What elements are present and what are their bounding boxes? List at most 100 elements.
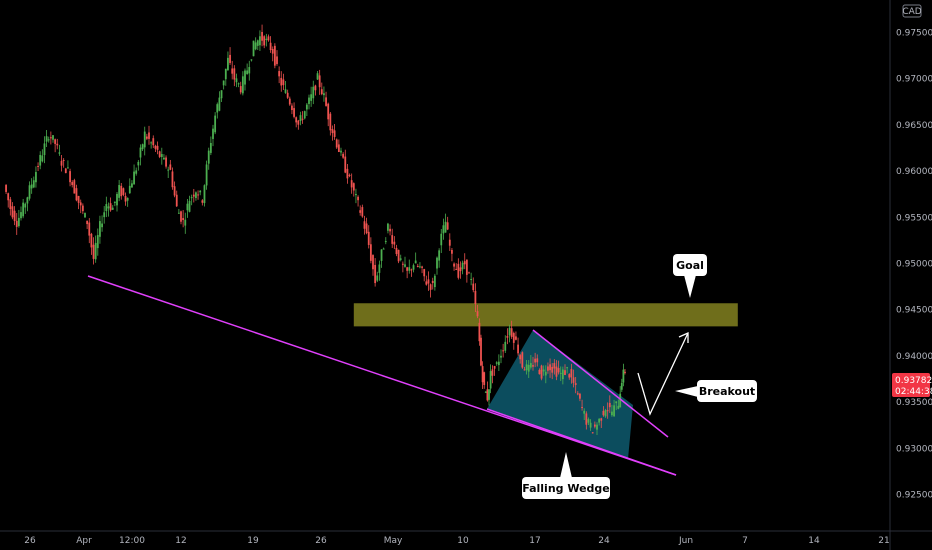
candle-body xyxy=(481,366,484,383)
x-tick-label: 26 xyxy=(24,536,36,546)
candle-body xyxy=(544,371,547,376)
last-price-value: 0.93782 xyxy=(895,376,932,386)
breakout-label: Breakout xyxy=(699,385,755,398)
candle-body xyxy=(54,139,57,144)
candle-body xyxy=(527,364,530,372)
candle-body xyxy=(20,212,22,219)
candle-body xyxy=(342,153,345,158)
candle-body xyxy=(109,203,112,211)
candle-body xyxy=(401,263,404,265)
candle-body xyxy=(378,264,381,273)
candle-body xyxy=(600,418,603,421)
candle-body xyxy=(301,118,304,120)
candle-body xyxy=(62,160,65,162)
candle-body xyxy=(263,36,266,46)
currency-badge[interactable] xyxy=(902,4,922,18)
candle-body xyxy=(299,115,302,122)
candle-body xyxy=(175,194,178,207)
candle-body xyxy=(451,250,453,254)
candle-body xyxy=(107,206,110,209)
candle-body xyxy=(282,79,285,86)
candle-body xyxy=(284,89,287,93)
candle-body xyxy=(463,261,466,265)
candle-body xyxy=(374,264,377,284)
candle-body xyxy=(103,212,106,218)
candle-body xyxy=(344,156,347,173)
candle-body xyxy=(207,150,210,164)
candle-body xyxy=(165,157,167,167)
candle-body xyxy=(346,168,349,179)
candle-body xyxy=(99,221,101,237)
candle-body xyxy=(214,115,217,133)
candle-body xyxy=(323,93,325,96)
candle-body xyxy=(26,197,29,204)
bar-countdown: 02:44:38 xyxy=(895,387,932,397)
candle-body xyxy=(312,86,315,99)
candle-body xyxy=(45,136,48,142)
candle-body xyxy=(169,164,172,170)
candle-body xyxy=(192,194,195,197)
candle-body xyxy=(421,266,423,268)
candle-body xyxy=(536,358,539,363)
candle-body xyxy=(224,68,227,80)
candle-body xyxy=(96,235,99,249)
candle-body xyxy=(43,143,46,156)
candle-body xyxy=(622,369,625,383)
candle-body xyxy=(150,142,153,144)
candle-body xyxy=(137,161,140,166)
candle-body xyxy=(419,266,421,268)
candle-body xyxy=(433,275,436,288)
candle-body xyxy=(506,336,509,338)
candle-body xyxy=(237,83,240,85)
projection-path xyxy=(637,332,689,416)
candle-body xyxy=(547,366,549,371)
candle-body xyxy=(337,144,340,153)
candle-body xyxy=(94,242,97,260)
candle-body xyxy=(265,38,268,41)
candle-body xyxy=(357,196,359,201)
candle-body xyxy=(186,203,189,211)
candle-body xyxy=(131,183,133,188)
x-tick-label: Apr xyxy=(76,536,92,546)
goal-callout-pointer xyxy=(684,275,696,298)
candle-body xyxy=(355,194,357,196)
candle-body xyxy=(448,239,451,246)
candle-body xyxy=(222,80,225,86)
x-tick-label: 10 xyxy=(457,536,469,546)
candle-body xyxy=(11,206,14,218)
candle-body xyxy=(561,369,564,380)
candle-body xyxy=(133,171,135,185)
x-tick-label: Jun xyxy=(678,536,693,546)
candle-body xyxy=(480,337,482,366)
candle-body xyxy=(320,89,323,95)
wedge-lower-line[interactable] xyxy=(486,408,677,476)
candle-body xyxy=(459,267,462,272)
y-tick-label: 0.92500 xyxy=(896,491,932,501)
candle-body xyxy=(604,410,607,417)
candle-body xyxy=(515,336,517,340)
candle-body xyxy=(56,143,59,146)
candle-body xyxy=(519,355,522,360)
candle-body xyxy=(81,205,84,212)
candle-body xyxy=(335,139,338,148)
candle-body xyxy=(414,260,417,264)
wedge-upper-line[interactable] xyxy=(532,329,669,438)
candle-body xyxy=(314,85,317,91)
candle-body xyxy=(84,213,86,218)
goal-callout xyxy=(673,254,707,276)
candle-body xyxy=(22,202,25,217)
x-tick-label: 7 xyxy=(742,536,748,546)
candle-body xyxy=(624,371,626,373)
support-trendline[interactable] xyxy=(87,275,677,476)
candle-body xyxy=(350,180,353,188)
candle-body xyxy=(453,263,455,267)
x-tick-label: 19 xyxy=(247,536,259,546)
candle-body xyxy=(167,169,170,171)
candle-body xyxy=(596,424,598,430)
candle-body xyxy=(280,77,283,86)
candle-body xyxy=(235,78,238,83)
candle-body xyxy=(359,210,362,213)
candle-body xyxy=(273,45,276,66)
candle-body xyxy=(124,195,127,202)
